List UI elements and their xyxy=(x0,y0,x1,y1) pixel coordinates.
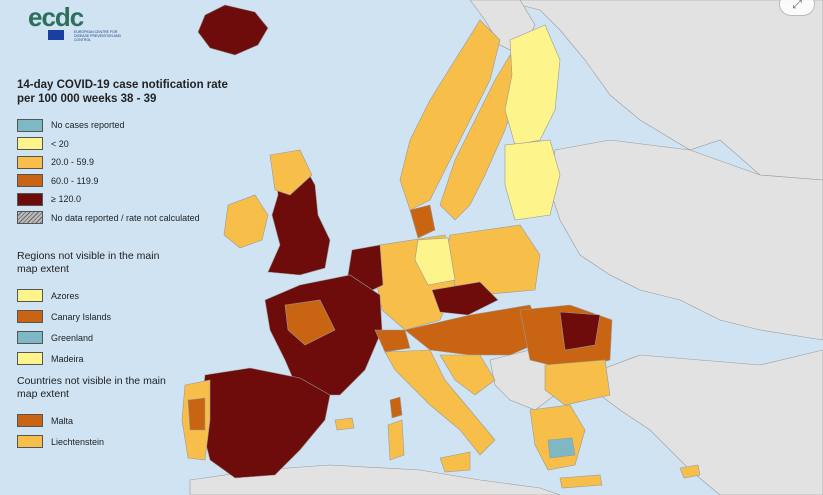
region-portugal-south[interactable] xyxy=(187,397,206,431)
legend-label: 60.0 - 119.9 xyxy=(51,175,99,186)
logo-subtitle: EUROPEAN CENTRE FOR DISEASE PREVENTION A… xyxy=(74,30,122,42)
regions-legend: Azores Canary Islands Greenland Madeira xyxy=(17,285,257,369)
legend-label: 20.0 - 59.9 xyxy=(51,157,95,168)
region-bulgaria[interactable] xyxy=(544,359,611,406)
legend-swatch xyxy=(17,192,43,206)
countries-section-title: Countries not visible in the main map ex… xyxy=(17,375,166,400)
country-legend-swatch xyxy=(17,435,43,448)
region-balearics[interactable] xyxy=(334,417,355,431)
region-legend-swatch xyxy=(17,331,43,344)
country-legend-row: Liechtenstein xyxy=(17,431,257,452)
countries-legend: Malta Liechtenstein xyxy=(17,410,257,452)
legend-swatch xyxy=(17,118,43,132)
expand-icon[interactable]: ⤢ xyxy=(779,0,815,16)
region-switzerland[interactable] xyxy=(374,329,411,353)
region-corsica[interactable] xyxy=(389,396,403,419)
ecdc-logo: ecdc EUROPEAN CENTRE FOR DISEASE PREVENT… xyxy=(14,2,124,46)
legend-label: < 20 xyxy=(51,138,69,149)
legend-row: ≥ 120.0 xyxy=(17,190,257,209)
region-czechia[interactable] xyxy=(431,281,499,316)
map-title: 14-day COVID-19 case notification rate p… xyxy=(17,79,228,105)
region-norway[interactable] xyxy=(399,19,501,211)
logo-wordmark: ecdc xyxy=(28,2,84,32)
region-legend-label: Madeira xyxy=(51,353,84,364)
country-legend-swatch xyxy=(17,414,43,427)
land-turkey-caucasus xyxy=(599,349,823,495)
legend-row: 20.0 - 59.9 xyxy=(17,153,257,172)
region-iceland[interactable] xyxy=(197,4,269,56)
region-legend-row: Canary Islands xyxy=(17,306,257,327)
legend-label: No data reported / rate not calculated xyxy=(51,212,200,223)
region-germany-east[interactable] xyxy=(414,237,456,286)
legend-swatch xyxy=(17,137,43,151)
land-north-africa xyxy=(189,464,561,495)
region-cyprus[interactable] xyxy=(679,464,701,479)
land-eastern-europe xyxy=(549,139,823,341)
country-legend-label: Malta xyxy=(51,415,74,426)
legend-swatch xyxy=(17,155,43,169)
region-finland[interactable] xyxy=(504,24,561,146)
legend-swatch xyxy=(17,211,43,225)
regions-section-title: Regions not visible in the main map exte… xyxy=(17,250,160,275)
legend-label: ≥ 120.0 xyxy=(51,194,81,205)
region-legend-label: Azores xyxy=(51,290,80,301)
region-legend-label: Greenland xyxy=(51,332,94,343)
region-italy[interactable] xyxy=(384,349,496,456)
country-legend-row: Malta xyxy=(17,410,257,431)
region-legend-label: Canary Islands xyxy=(51,311,112,322)
region-legend-swatch xyxy=(17,352,43,365)
region-legend-row: Azores xyxy=(17,285,257,306)
region-ireland[interactable] xyxy=(223,194,269,249)
region-france-west[interactable] xyxy=(284,299,336,346)
region-baltics[interactable] xyxy=(504,139,561,221)
region-legend-row: Greenland xyxy=(17,327,257,348)
region-poland[interactable] xyxy=(444,224,541,296)
legend-label: No cases reported xyxy=(51,120,125,131)
legend-row: 60.0 - 119.9 xyxy=(17,172,257,191)
region-sardinia[interactable] xyxy=(387,419,405,461)
legend: No cases reported < 20 20.0 - 59.9 60.0 - 1… xyxy=(17,116,257,227)
region-denmark[interactable] xyxy=(409,204,436,239)
region-croatia[interactable] xyxy=(439,354,496,396)
region-legend-swatch xyxy=(17,310,43,323)
region-legend-swatch xyxy=(17,289,43,302)
eu-flag-icon xyxy=(48,30,64,40)
region-legend-row: Madeira xyxy=(17,348,257,369)
region-romania-hot[interactable] xyxy=(559,311,601,351)
legend-row: No cases reported xyxy=(17,116,257,135)
region-greece[interactable] xyxy=(529,404,586,471)
region-uk-north[interactable] xyxy=(269,149,313,196)
region-crete[interactable] xyxy=(559,474,603,489)
country-legend-label: Liechtenstein xyxy=(51,436,105,447)
land-russia-north xyxy=(499,0,823,181)
region-sicily[interactable] xyxy=(439,451,471,473)
legend-swatch xyxy=(17,174,43,188)
region-attica[interactable] xyxy=(547,437,576,459)
legend-row: < 20 xyxy=(17,135,257,154)
legend-row: No data reported / rate not calculated xyxy=(17,209,257,228)
